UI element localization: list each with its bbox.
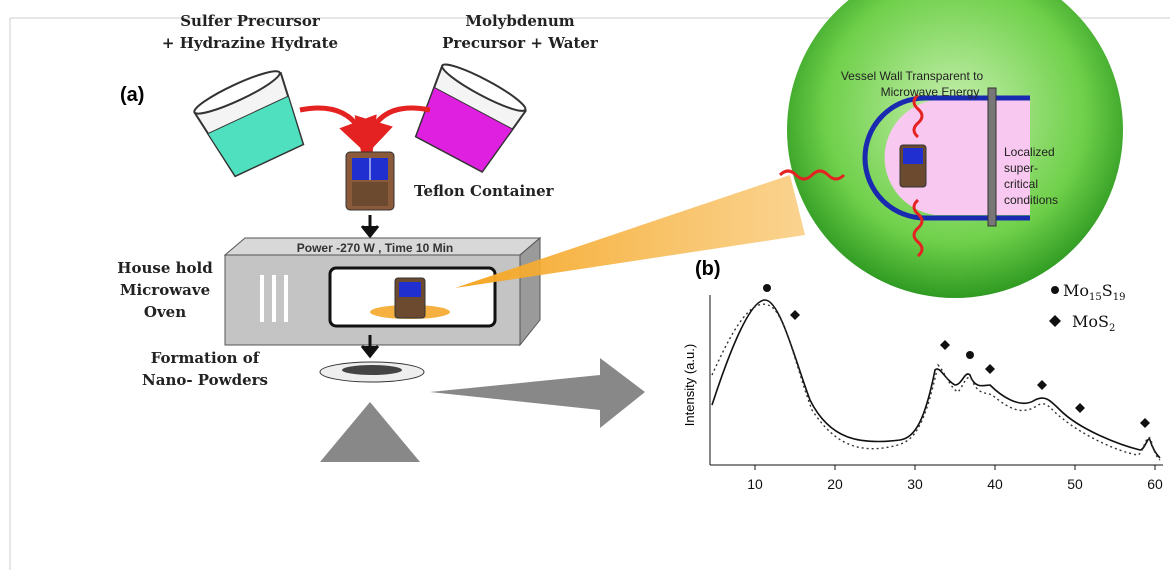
- x-tick-label: 40: [987, 476, 1003, 492]
- x-tick-label: 10: [747, 476, 763, 492]
- page: Sulfer Precursor + Hydrazine Hydrate Mol…: [0, 0, 1170, 570]
- lid: [988, 88, 996, 226]
- figure: Sulfer Precursor + Hydrazine Hydrate Mol…: [0, 0, 1170, 570]
- label: Teflon Container: [414, 182, 555, 200]
- label: Oven: [144, 303, 186, 321]
- legend-sub: 19: [1113, 292, 1126, 303]
- legend-label: MoS2: [1072, 312, 1115, 334]
- peak-markers: [763, 284, 1150, 428]
- x-tick-label: 20: [827, 476, 843, 492]
- label: critical: [1004, 177, 1038, 191]
- legend-marker: [1049, 315, 1061, 327]
- panel-label: (b): [695, 258, 721, 280]
- legend-text: S: [1102, 281, 1113, 300]
- label: Vessel Wall Transparent to: [841, 69, 984, 83]
- legend-sub: 15: [1089, 292, 1102, 303]
- beaker: [407, 59, 530, 177]
- legend-text: MoS: [1072, 312, 1109, 331]
- label: Microwave: [120, 281, 210, 299]
- legend-text: Mo: [1063, 281, 1089, 300]
- teflon-container: [903, 148, 923, 164]
- y-axis-label: Intensity (a.u.): [682, 344, 697, 426]
- label: super-: [1004, 161, 1038, 175]
- label: Power -270 W , Time 10 Min: [297, 241, 454, 255]
- legend-marker: [1051, 286, 1059, 294]
- label: Nano- Powders: [142, 371, 268, 389]
- label: Microwave Energy: [881, 85, 980, 99]
- panel-label: (a): [120, 84, 144, 106]
- label: Localized: [1004, 145, 1055, 159]
- pour-arrow: [300, 108, 365, 140]
- x-tick-label: 60: [1147, 476, 1163, 492]
- label: conditions: [1004, 193, 1058, 207]
- label: Molybdenum: [465, 12, 574, 30]
- legend-label: Mo15S19: [1063, 281, 1125, 303]
- legend-sub: 2: [1109, 323, 1115, 334]
- big-arrow: [320, 402, 420, 462]
- arrow: [362, 215, 378, 236]
- big-arrow: [430, 358, 645, 428]
- x-tick-label: 50: [1067, 476, 1083, 492]
- label: Precursor + Water: [442, 34, 599, 52]
- powder: [342, 365, 402, 375]
- beaker: [191, 65, 312, 180]
- x-tick-label: 30: [907, 476, 923, 492]
- teflon-container: [346, 152, 394, 210]
- label: House hold: [117, 259, 213, 277]
- label: + Hydrazine Hydrate: [162, 34, 338, 52]
- label: Formation of: [151, 349, 261, 367]
- label: Sulfer Precursor: [180, 12, 321, 30]
